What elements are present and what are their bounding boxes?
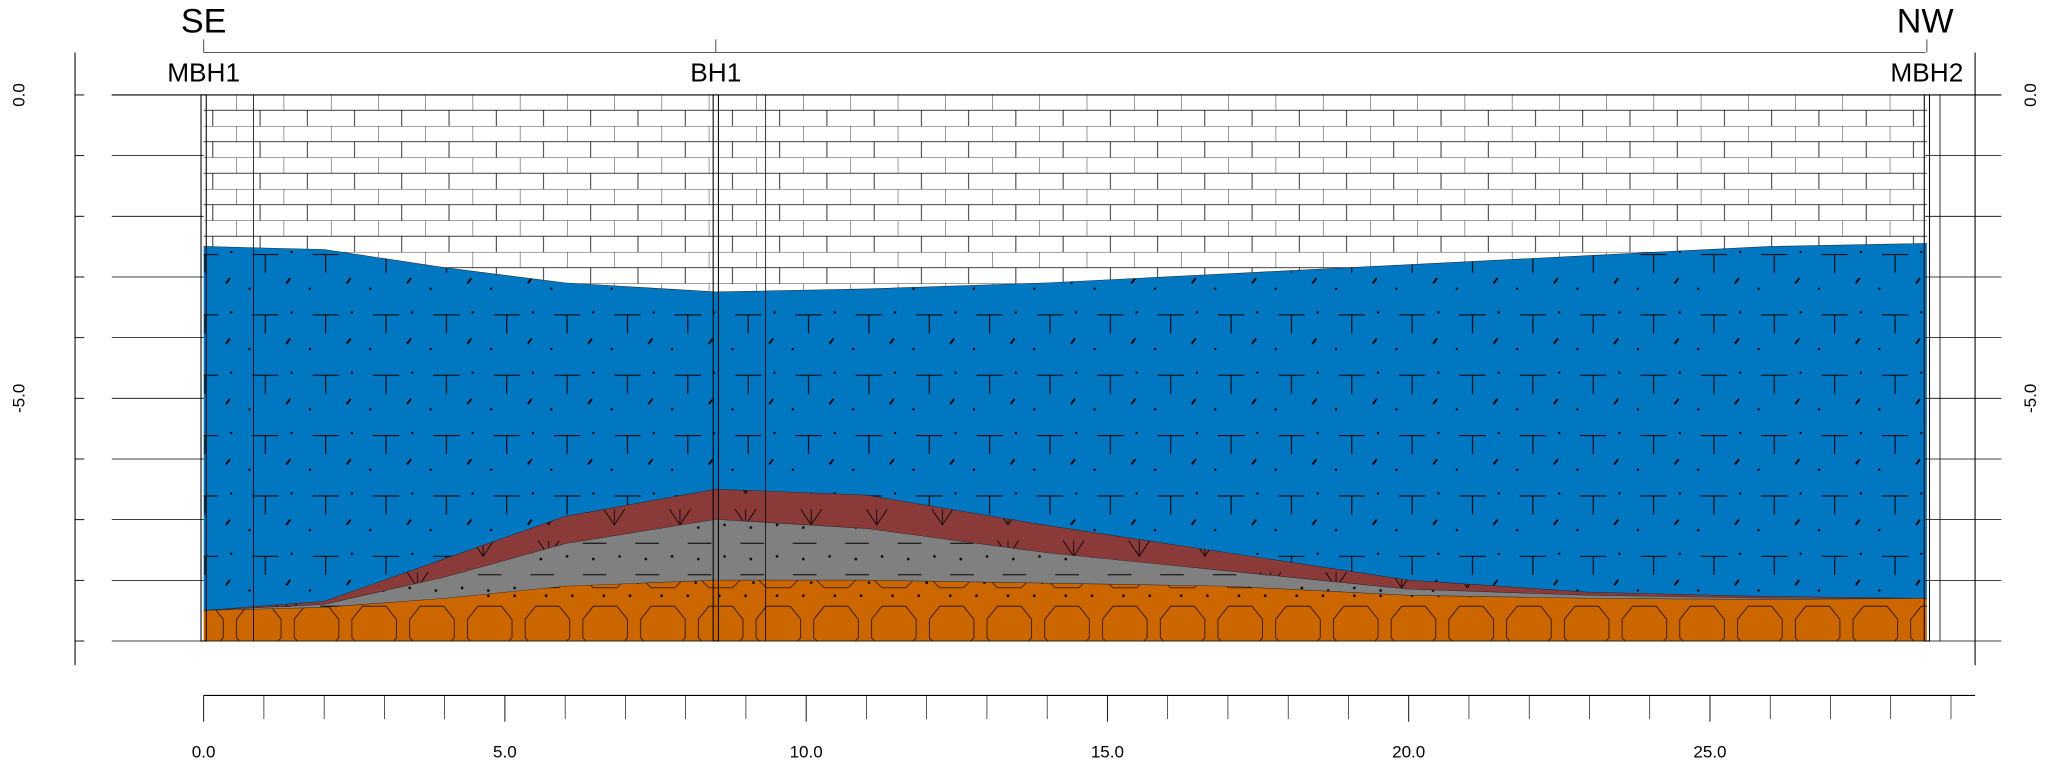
x-tick-label: 15.0 xyxy=(1091,743,1124,762)
x-tick-label: 20.0 xyxy=(1392,743,1425,762)
y-tick-label: 0.0 xyxy=(9,83,28,107)
x-tick-label: 0.0 xyxy=(192,743,216,762)
section-chart: MBH1 BH1 MBH2 0.0 0.0 -5.0 -5.0 0.0 5.0 10.0 15.0 2… xyxy=(0,0,2058,765)
x-tick-label: 25.0 xyxy=(1693,743,1726,762)
x-tick-label: 10.0 xyxy=(790,743,823,762)
y-tick-label: 0.0 xyxy=(2021,83,2040,107)
layers xyxy=(204,95,1927,641)
borehole-label: BH1 xyxy=(690,58,741,88)
borehole-label: MBH1 xyxy=(167,58,240,88)
section-end-label: NW xyxy=(1897,3,1955,41)
section-end-label: SE xyxy=(181,3,227,41)
x-tick-label: 5.0 xyxy=(493,743,517,762)
y-tick-label: -5.0 xyxy=(2021,384,2040,413)
overlay: SE NW xyxy=(181,3,1955,53)
y-tick-label: -5.0 xyxy=(9,384,28,413)
borehole-label: MBH2 xyxy=(1890,58,1963,88)
